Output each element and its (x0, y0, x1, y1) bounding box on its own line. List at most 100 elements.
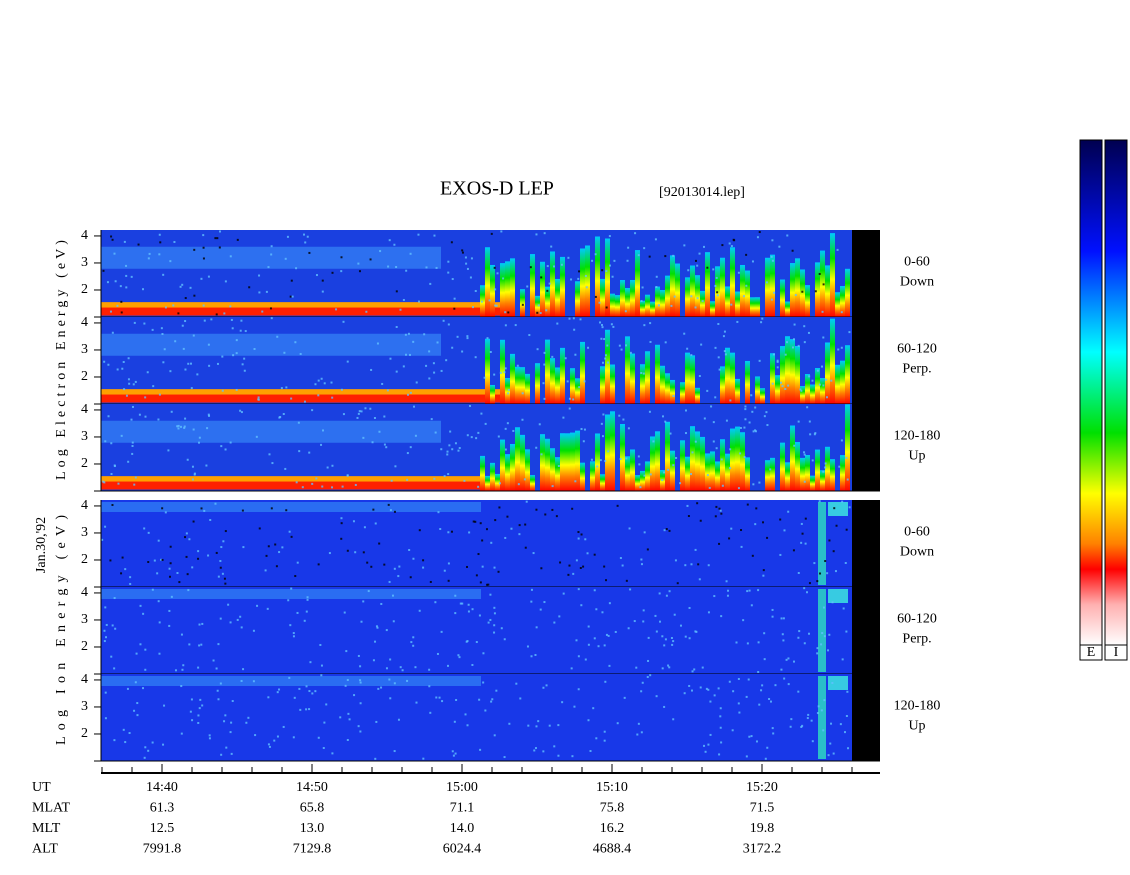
spectrogram-speckle (575, 559, 578, 562)
spectrogram-speckle (340, 537, 343, 540)
spectrogram-burst (735, 378, 740, 404)
spectrogram-speckle (201, 622, 204, 625)
spectrogram-speckle (111, 238, 114, 241)
spectrogram-speckle (835, 524, 838, 527)
spectrogram-speckle (288, 676, 291, 679)
spectrogram-speckle (799, 388, 802, 391)
spectrogram-speckle (744, 418, 747, 421)
spectrogram-speckle (504, 311, 507, 314)
spectrogram-burst (505, 261, 510, 317)
spectrogram-speckle (684, 432, 687, 435)
spectrogram-speckle (456, 335, 459, 338)
spectrogram-speckle (244, 330, 247, 333)
spectrogram-band (101, 481, 501, 490)
panel-angle: 120-180 (894, 699, 941, 714)
spectrogram-speckle (822, 384, 825, 387)
spectrogram-speckle (707, 564, 710, 567)
spectrogram-speckle (643, 247, 646, 250)
spectrogram-burst (800, 386, 805, 404)
spectrogram-speckle (163, 704, 166, 707)
spectrogram-burst (690, 426, 695, 491)
spectrogram-speckle (507, 388, 510, 391)
spectrogram-speckle (225, 746, 228, 749)
spectrogram-speckle (567, 256, 570, 259)
spectrogram-speckle (619, 557, 622, 560)
spectrogram-speckle (652, 440, 655, 443)
spectrogram-burst (795, 442, 800, 491)
spectrogram-speckle (571, 507, 574, 510)
spectrogram-speckle (385, 667, 388, 670)
spectrogram-speckle (317, 736, 320, 739)
y-tick-label: 2 (81, 369, 88, 384)
spectrogram-burst (680, 382, 685, 404)
spectrogram-speckle (301, 486, 304, 489)
spectrogram-speckle (191, 465, 194, 468)
spectrogram-speckle (672, 464, 675, 467)
spectrogram-speckle (447, 531, 450, 534)
spectrogram-speckle (292, 632, 295, 635)
spectrogram-speckle (601, 435, 604, 438)
spectrogram-speckle (198, 436, 201, 439)
spectrogram-speckle (137, 243, 140, 246)
spectrogram-burst (580, 462, 585, 491)
spectrogram-speckle (169, 562, 172, 565)
spectrogram-burst (610, 411, 615, 491)
spectrogram-speckle (243, 357, 246, 360)
spectrogram-speckle (820, 643, 823, 646)
spectrogram-speckle (540, 453, 543, 456)
spectrogram-speckle (579, 318, 582, 321)
spectrogram-speckle (215, 551, 218, 554)
spectrogram-speckle (762, 521, 765, 524)
spectrogram-speckle (232, 354, 235, 357)
spectrogram-speckle (129, 582, 132, 585)
spectrogram-burst (725, 347, 730, 404)
spectrogram-burst (845, 268, 850, 317)
spectrogram-speckle (806, 717, 809, 720)
spectrogram-speckle (714, 515, 717, 518)
spectrogram-speckle (746, 590, 749, 593)
spectrogram-speckle (273, 739, 276, 742)
spectrogram-speckle (314, 690, 317, 693)
spectrogram-burst (775, 375, 780, 404)
spectrogram-speckle (792, 338, 795, 341)
spectrogram-speckle (221, 572, 224, 575)
spectrogram-burst (695, 431, 700, 491)
title: EXOS-D LEP (440, 178, 554, 200)
spectrogram-speckle (101, 538, 104, 541)
spectrogram-speckle (344, 684, 347, 687)
spectrogram-speckle (406, 478, 409, 481)
spectrogram-speckle (439, 528, 442, 531)
spectrogram-speckle (584, 538, 587, 541)
spectrogram-speckle (487, 583, 490, 586)
spectrogram-speckle (214, 502, 217, 505)
spectrogram-speckle (478, 614, 481, 617)
spectrogram-speckle (740, 545, 743, 548)
spectrogram-speckle (750, 394, 753, 397)
spectrogram-speckle (663, 705, 666, 708)
spectrogram-speckle (521, 418, 524, 421)
spectrogram-speckle (395, 290, 398, 293)
spectrogram-speckle (133, 709, 136, 712)
spectrogram-speckle (127, 357, 130, 360)
spectrogram-speckle (756, 236, 759, 239)
spectrogram-speckle (672, 718, 675, 721)
spectrogram-speckle (409, 576, 412, 579)
spectrogram-speckle (353, 694, 356, 697)
spectrogram-speckle (754, 523, 757, 526)
spectrogram-speckle (360, 620, 363, 623)
spectrogram-speckle (104, 691, 107, 694)
spectrogram-speckle (113, 252, 116, 255)
spectrogram-speckle (752, 483, 755, 486)
spectrogram-speckle (566, 380, 569, 383)
spectrogram-speckle (661, 667, 664, 670)
spectrogram-speckle (826, 572, 829, 575)
spectrogram-speckle (370, 368, 373, 371)
spectrogram-speckle (600, 337, 603, 340)
spectrogram-speckle (461, 251, 464, 254)
spectrogram-speckle (578, 270, 581, 273)
spectrogram-speckle (393, 682, 396, 685)
spectrogram-burst (690, 265, 695, 317)
spectrogram-speckle (113, 739, 116, 742)
electron-axis-label: Log Electron Energy (eV) (54, 240, 69, 480)
spectrogram-speckle (803, 480, 806, 483)
